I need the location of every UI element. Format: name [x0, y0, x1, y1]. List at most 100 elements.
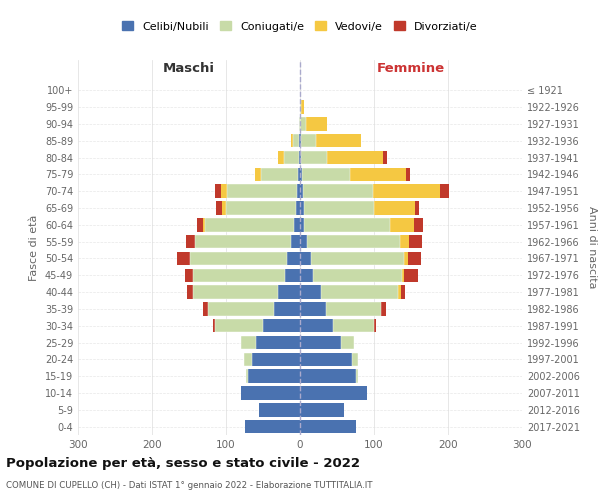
Bar: [185, 268, 193, 282]
Bar: [208, 302, 274, 316]
Bar: [187, 286, 193, 299]
Bar: [352, 352, 358, 366]
Bar: [304, 202, 374, 214]
Text: Popolazione per età, sesso e stato civile - 2022: Popolazione per età, sesso e stato civil…: [6, 458, 360, 470]
Bar: [245, 420, 300, 434]
Bar: [300, 151, 301, 164]
Bar: [285, 268, 300, 282]
Legend: Celibi/Nubili, Coniugati/e, Vedovi/e, Divorziati/e: Celibi/Nubili, Coniugati/e, Vedovi/e, Di…: [118, 17, 482, 36]
Bar: [304, 202, 374, 214]
Bar: [341, 336, 354, 349]
Bar: [223, 202, 226, 214]
Bar: [245, 352, 252, 366]
Bar: [409, 235, 422, 248]
Bar: [195, 235, 291, 248]
Bar: [304, 218, 389, 232]
Bar: [241, 336, 256, 349]
Bar: [300, 286, 321, 299]
Bar: [203, 302, 208, 316]
Bar: [373, 184, 440, 198]
Bar: [193, 286, 278, 299]
Bar: [404, 268, 418, 282]
Bar: [297, 184, 300, 198]
Bar: [205, 218, 294, 232]
Bar: [193, 268, 285, 282]
Bar: [316, 134, 361, 147]
Bar: [300, 168, 302, 181]
Text: COMUNE DI CUPELLO (CH) - Dati ISTAT 1° gennaio 2022 - Elaborazione TUTTITALIA.IT: COMUNE DI CUPELLO (CH) - Dati ISTAT 1° g…: [6, 481, 373, 490]
Bar: [352, 352, 358, 366]
Bar: [287, 252, 300, 265]
Bar: [193, 286, 278, 299]
Bar: [402, 268, 404, 282]
Bar: [303, 184, 373, 198]
Bar: [382, 302, 386, 316]
Bar: [334, 319, 374, 332]
Bar: [301, 151, 328, 164]
Bar: [246, 370, 248, 383]
Bar: [197, 218, 203, 232]
Bar: [307, 235, 400, 248]
Bar: [313, 268, 402, 282]
Bar: [415, 202, 419, 214]
Bar: [294, 218, 300, 232]
Bar: [190, 252, 287, 265]
Bar: [303, 184, 373, 198]
Bar: [301, 100, 304, 114]
Bar: [300, 235, 307, 248]
Bar: [252, 352, 300, 366]
Bar: [326, 302, 382, 316]
Text: Femmine: Femmine: [377, 62, 445, 75]
Bar: [299, 117, 300, 130]
Bar: [246, 370, 248, 383]
Bar: [241, 336, 256, 349]
Bar: [259, 403, 300, 416]
Bar: [241, 386, 300, 400]
Bar: [300, 100, 301, 114]
Bar: [389, 218, 414, 232]
Bar: [304, 218, 389, 232]
Bar: [341, 336, 354, 349]
Bar: [274, 302, 300, 316]
Bar: [293, 134, 299, 147]
Bar: [221, 184, 227, 198]
Bar: [300, 319, 334, 332]
Bar: [195, 235, 291, 248]
Bar: [440, 184, 449, 198]
Bar: [334, 319, 374, 332]
Bar: [227, 184, 297, 198]
Bar: [215, 319, 263, 332]
Bar: [300, 100, 301, 114]
Bar: [300, 202, 304, 214]
Bar: [300, 302, 326, 316]
Bar: [263, 319, 300, 332]
Bar: [300, 268, 313, 282]
Bar: [278, 151, 284, 164]
Bar: [404, 252, 408, 265]
Bar: [193, 268, 285, 282]
Bar: [256, 336, 300, 349]
Bar: [284, 151, 299, 164]
Bar: [408, 252, 421, 265]
Bar: [313, 268, 402, 282]
Bar: [300, 117, 306, 130]
Bar: [400, 235, 409, 248]
Bar: [261, 168, 298, 181]
Bar: [300, 134, 301, 147]
Bar: [300, 252, 311, 265]
Bar: [217, 202, 222, 214]
Bar: [300, 218, 304, 232]
Bar: [311, 252, 404, 265]
Bar: [190, 252, 287, 265]
Bar: [301, 134, 316, 147]
Bar: [355, 370, 358, 383]
Bar: [205, 218, 294, 232]
Bar: [208, 302, 274, 316]
Bar: [306, 117, 326, 130]
Bar: [300, 386, 367, 400]
Text: Maschi: Maschi: [163, 62, 215, 75]
Bar: [300, 420, 355, 434]
Bar: [406, 168, 410, 181]
Bar: [293, 134, 299, 147]
Bar: [326, 302, 382, 316]
